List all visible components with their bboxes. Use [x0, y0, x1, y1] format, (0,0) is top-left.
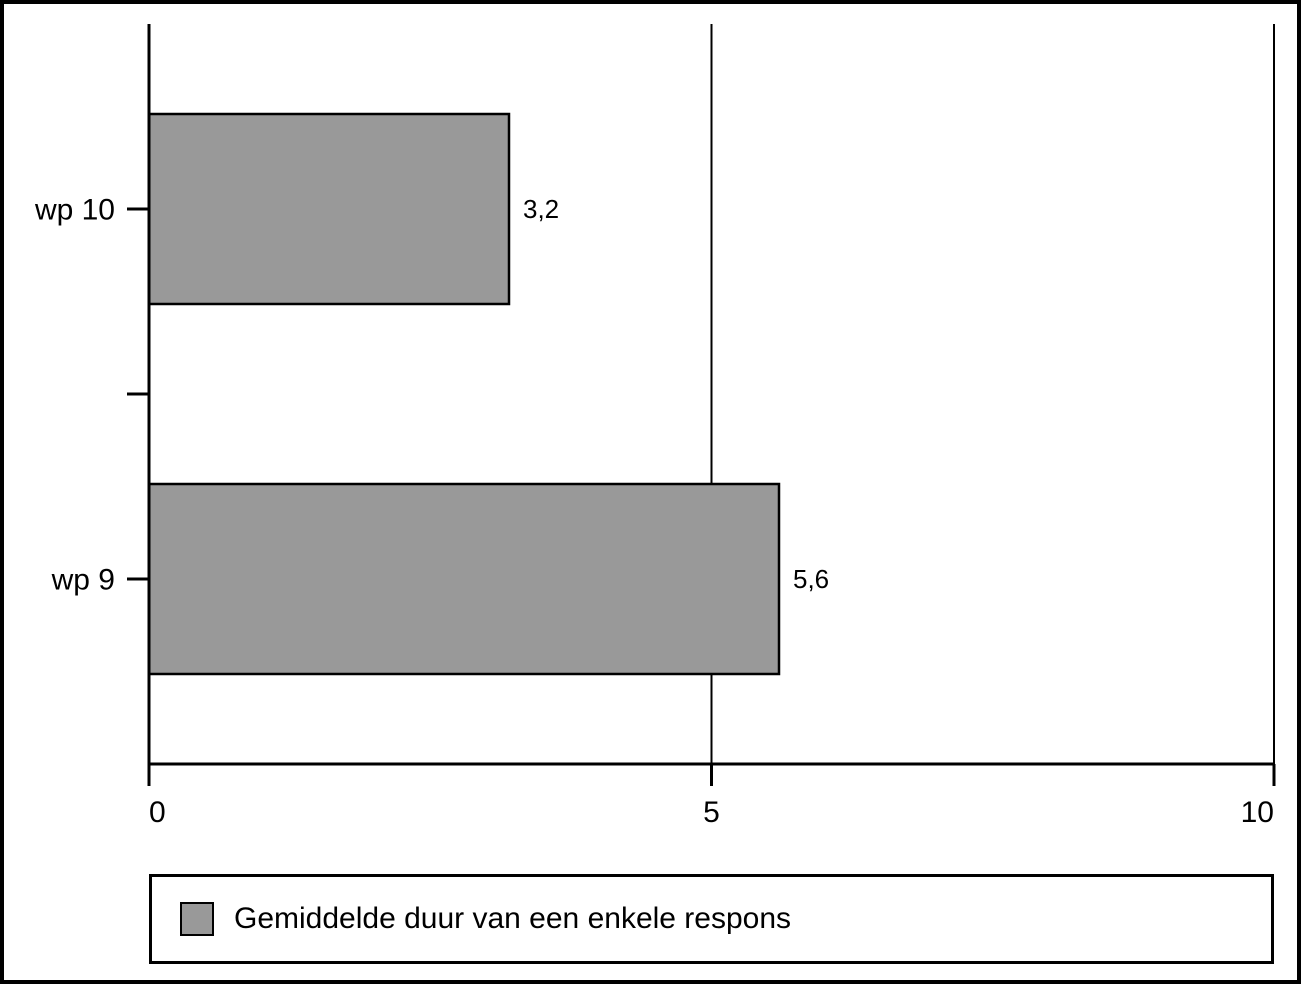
svg-text:5,6: 5,6	[793, 564, 829, 594]
bar-chart: 0 5 10 wp 10 3,2 wp 9 5,6	[4, 4, 1297, 980]
svg-text:3,2: 3,2	[523, 194, 559, 224]
svg-text:wp 9: wp 9	[51, 564, 115, 597]
legend-label: Gemiddelde duur van een enkele respons	[234, 902, 791, 936]
legend-swatch	[180, 902, 214, 936]
svg-text:5: 5	[703, 796, 720, 829]
chart-frame: 0 5 10 wp 10 3,2 wp 9 5,6 Gemiddelde duur van …	[0, 0, 1301, 984]
legend: Gemiddelde duur van een enkele respons	[149, 874, 1274, 964]
svg-text:wp 10: wp 10	[34, 194, 115, 227]
svg-text:0: 0	[149, 796, 166, 829]
svg-text:10: 10	[1241, 796, 1274, 829]
